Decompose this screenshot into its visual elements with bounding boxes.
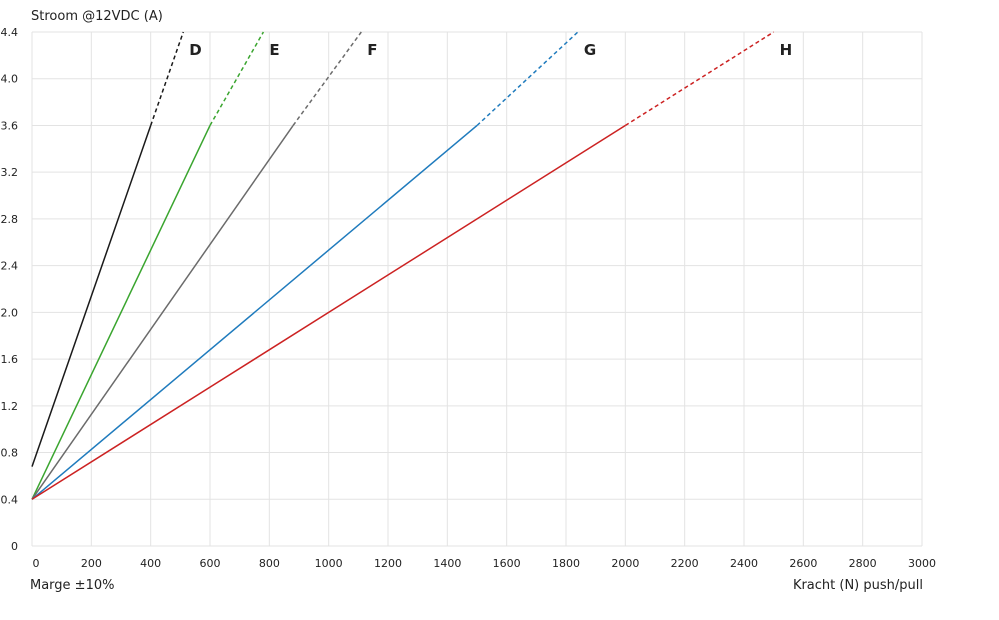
x-tick-label: 1000	[315, 557, 343, 570]
series-h-label: H	[780, 41, 793, 59]
x-tick-label: 1400	[433, 557, 461, 570]
y-tick-label: 2.0	[1, 306, 19, 319]
x-tick-label: 1800	[552, 557, 580, 570]
x-tick-label: 3000	[908, 557, 936, 570]
x-tick-label: 1200	[374, 557, 402, 570]
x-axis-title: Kracht (N) push/pull	[793, 578, 923, 593]
y-tick-label: 2.8	[1, 213, 19, 226]
y-tick-label: 0	[11, 540, 18, 553]
grid	[31, 31, 923, 547]
series-h-extrapolation	[624, 31, 775, 127]
series-h-line	[31, 124, 626, 500]
x-tick-label: 2800	[849, 557, 877, 570]
series-f-extrapolation	[292, 31, 362, 126]
x-tick-label: 800	[259, 557, 280, 570]
x-tick-label: 1600	[493, 557, 521, 570]
y-tick-label: 3.6	[1, 119, 19, 132]
series-e-label: E	[269, 41, 279, 59]
y-tick-label: 4.4	[1, 26, 19, 39]
y-tick-label: 1.6	[1, 353, 19, 366]
series-f-label: F	[367, 41, 377, 59]
x-tick-label: 2600	[789, 557, 817, 570]
series-d-extrapolation	[149, 31, 185, 126]
x-tick-label: 400	[140, 557, 161, 570]
y-axis-title: Stroom @12VDC (A)	[31, 9, 163, 24]
x-axis-ticks: 0 200 400 600 800 1000 1200 1400 1600 1800 2000 220…	[33, 557, 937, 570]
y-tick-label: 0.4	[1, 493, 19, 506]
x-tick-label: 2200	[671, 557, 699, 570]
y-tick-label: 4.0	[1, 73, 19, 86]
y-tick-label: 0.8	[1, 447, 19, 460]
y-axis-ticks: 0 0.4 0.8 1.2 1.6 2.0 2.4 2.8 3.2 3.6 4.0 4.4	[1, 26, 19, 553]
series-d-label: D	[189, 41, 201, 59]
series-labels: D E F G H	[189, 41, 792, 59]
y-tick-label: 1.2	[1, 400, 19, 413]
margin-note: Marge ±10%	[30, 578, 114, 593]
series-e-line	[31, 125, 211, 500]
series-g-extrapolation	[476, 31, 579, 127]
x-tick-label: 0	[33, 557, 40, 570]
x-tick-label: 600	[200, 557, 221, 570]
series-e-extrapolation	[209, 31, 265, 126]
x-tick-label: 2000	[611, 557, 639, 570]
series-d-line	[31, 125, 152, 467]
series-g-label: G	[584, 41, 596, 59]
x-tick-label: 2400	[730, 557, 758, 570]
series-lines	[31, 31, 775, 500]
series-f-line	[31, 125, 294, 500]
series-g-line	[31, 124, 478, 500]
y-tick-label: 2.4	[1, 260, 19, 273]
x-tick-label: 200	[81, 557, 102, 570]
y-tick-label: 3.2	[1, 166, 19, 179]
